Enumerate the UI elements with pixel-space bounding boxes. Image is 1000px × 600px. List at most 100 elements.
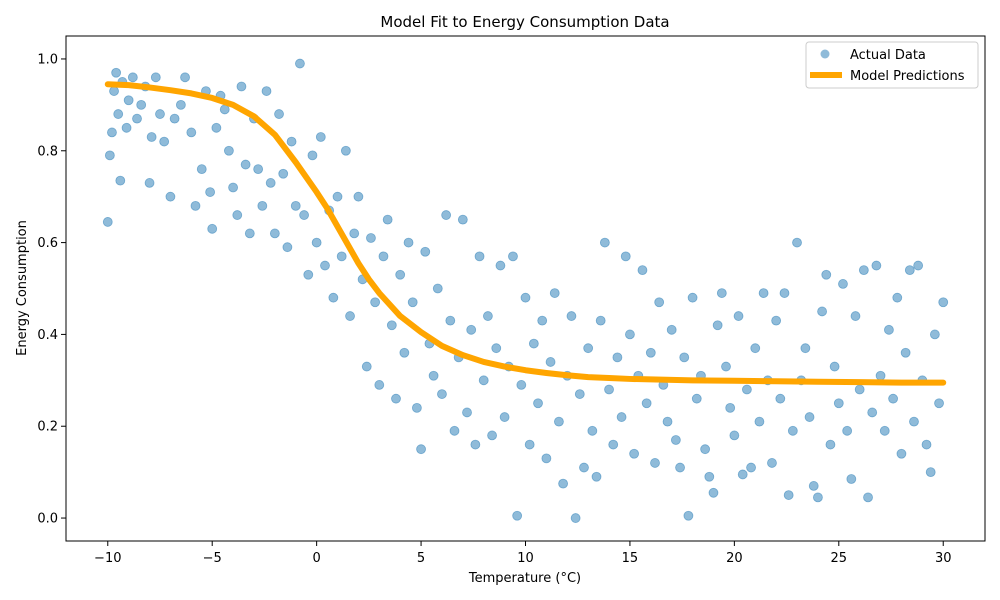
data-point: [307, 150, 318, 161]
data-point: [700, 444, 711, 455]
data-point: [136, 99, 147, 110]
data-point: [825, 439, 836, 450]
data-point: [320, 260, 330, 271]
data-point: [938, 297, 949, 308]
data-point: [345, 311, 355, 321]
data-point: [441, 210, 452, 220]
data-point: [340, 145, 351, 156]
y-tick-label: 1.0: [37, 52, 58, 67]
data-point: [274, 109, 284, 119]
data-point: [608, 439, 619, 450]
data-point: [109, 86, 119, 96]
data-point: [829, 361, 840, 372]
data-point: [386, 320, 397, 331]
data-point: [595, 315, 606, 326]
legend-label-model-predictions: Model Predictions: [850, 69, 965, 84]
data-point: [470, 439, 481, 450]
data-point: [445, 315, 456, 326]
data-point: [541, 453, 552, 464]
data-point: [516, 380, 527, 390]
legend-label-actual-data: Actual Data: [850, 48, 926, 63]
scatter-layer: [102, 58, 949, 523]
data-point: [115, 175, 126, 186]
data-point: [269, 228, 280, 239]
data-point: [382, 214, 393, 225]
data-point: [127, 72, 138, 83]
data-point: [150, 72, 161, 83]
data-point: [165, 191, 176, 202]
data-point: [391, 393, 401, 404]
data-point: [792, 237, 802, 248]
data-point: [491, 343, 502, 354]
data-point: [232, 210, 243, 220]
data-point: [737, 469, 748, 480]
data-point: [437, 389, 447, 399]
data-point: [111, 67, 122, 78]
data-point: [265, 178, 276, 188]
data-point: [804, 412, 815, 422]
data-point: [566, 311, 577, 321]
data-point: [875, 370, 886, 381]
y-tick-label: 0.4: [37, 328, 58, 343]
data-point: [558, 478, 568, 489]
data-point: [102, 217, 113, 227]
data-point: [679, 352, 690, 363]
x-axis-title: Temperature (°C): [468, 571, 581, 586]
data-point: [800, 343, 811, 354]
data-point: [884, 324, 894, 335]
data-point: [499, 412, 510, 422]
data-point: [416, 444, 426, 455]
data-point: [155, 109, 165, 119]
data-point: [629, 448, 640, 459]
data-point: [537, 315, 548, 326]
data-point: [858, 265, 869, 276]
data-point: [315, 132, 326, 142]
data-point: [121, 122, 132, 133]
data-point: [332, 191, 343, 202]
plot-area: [65, 35, 986, 542]
data-point: [257, 200, 268, 211]
data-point: [691, 393, 702, 404]
data-point: [733, 311, 744, 321]
data-point: [871, 260, 882, 271]
data-point: [374, 380, 385, 390]
data-point: [432, 283, 443, 294]
data-point: [863, 492, 873, 503]
data-point: [353, 191, 364, 202]
data-point: [913, 260, 924, 271]
data-point: [579, 462, 589, 473]
data-point: [662, 416, 673, 427]
data-point: [159, 136, 170, 147]
data-point: [904, 265, 915, 276]
x-axis: −10 −5 0 5 10 15 20 25 30: [94, 541, 952, 566]
data-point: [533, 398, 543, 409]
data-point: [750, 343, 761, 354]
data-point: [407, 297, 418, 308]
data-point: [336, 251, 347, 262]
data-point: [929, 329, 940, 340]
data-point: [599, 237, 610, 248]
x-tick-label: 10: [517, 551, 534, 566]
data-point: [236, 81, 247, 92]
data-point: [169, 113, 180, 124]
data-point: [366, 233, 376, 243]
data-point: [186, 127, 197, 138]
data-point: [854, 384, 865, 395]
data-point: [361, 361, 372, 372]
y-tick-label: 0.2: [37, 420, 58, 435]
data-point: [395, 269, 406, 280]
y-axis: 0.0 0.2 0.4 0.6 0.8 1.0: [37, 52, 66, 527]
data-point: [104, 150, 115, 161]
x-tick-label: 25: [831, 551, 848, 566]
data-point: [921, 439, 932, 450]
data-point: [295, 58, 305, 69]
data-point: [224, 145, 234, 156]
data-point: [378, 251, 389, 262]
data-point: [725, 402, 736, 413]
x-tick-label: 15: [622, 551, 639, 566]
data-point: [641, 398, 652, 409]
data-point: [896, 448, 907, 459]
data-point: [554, 416, 564, 427]
data-point: [311, 237, 322, 248]
data-point: [570, 513, 581, 523]
